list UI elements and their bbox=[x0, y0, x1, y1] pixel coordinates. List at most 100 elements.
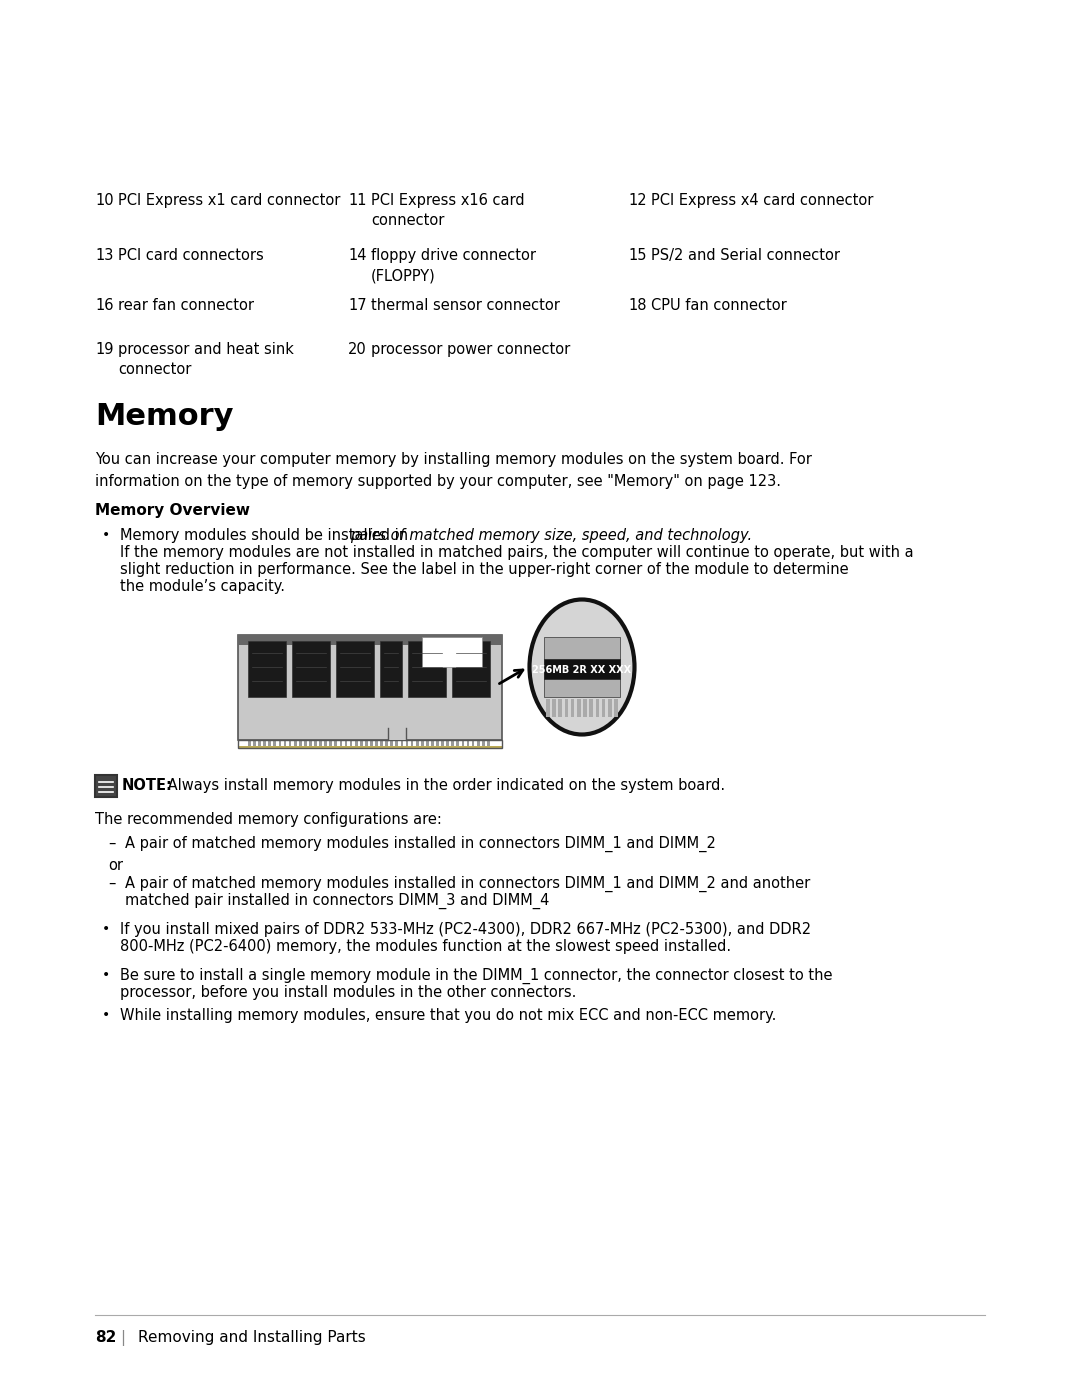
Bar bbox=[552, 698, 556, 717]
Bar bbox=[253, 740, 256, 747]
Text: NOTE:: NOTE: bbox=[122, 778, 173, 793]
Bar bbox=[422, 637, 482, 666]
Bar bbox=[451, 740, 454, 747]
Text: Memory Overview: Memory Overview bbox=[95, 503, 249, 518]
Text: 256MB 2R XX XXX: 256MB 2R XX XXX bbox=[532, 665, 632, 675]
Text: 17: 17 bbox=[348, 298, 366, 313]
Text: or: or bbox=[108, 858, 123, 873]
Bar bbox=[595, 698, 599, 717]
Text: A pair of matched memory modules installed in connectors DIMM_1 and DIMM_2: A pair of matched memory modules install… bbox=[125, 835, 716, 852]
Bar bbox=[238, 740, 502, 747]
Text: A pair of matched memory modules installed in connectors DIMM_1 and DIMM_2 and a: A pair of matched memory modules install… bbox=[125, 876, 810, 893]
Bar bbox=[380, 641, 402, 697]
Text: 18: 18 bbox=[627, 298, 647, 313]
Bar bbox=[345, 740, 348, 747]
Text: 19: 19 bbox=[95, 342, 113, 358]
Bar bbox=[482, 740, 485, 747]
Bar bbox=[487, 740, 489, 747]
Bar bbox=[284, 740, 286, 747]
Bar bbox=[350, 740, 352, 747]
Text: PS/2 and Serial connector: PS/2 and Serial connector bbox=[651, 249, 840, 263]
Text: processor and heat sink
connector: processor and heat sink connector bbox=[118, 342, 294, 377]
Bar bbox=[258, 740, 261, 747]
Bar bbox=[544, 659, 620, 679]
Text: 12: 12 bbox=[627, 193, 647, 208]
Bar bbox=[388, 728, 406, 740]
Text: PCI Express x4 card connector: PCI Express x4 card connector bbox=[651, 193, 874, 208]
Bar bbox=[292, 641, 330, 697]
Text: Memory: Memory bbox=[95, 402, 233, 432]
Bar bbox=[446, 740, 449, 747]
Text: If you install mixed pairs of DDR2 533-MHz (PC2-4300), DDR2 667-MHz (PC2-5300), : If you install mixed pairs of DDR2 533-M… bbox=[120, 922, 811, 937]
Bar bbox=[406, 740, 408, 747]
Bar bbox=[461, 740, 464, 747]
Bar bbox=[467, 740, 470, 747]
Bar bbox=[590, 698, 593, 717]
Text: processor power connector: processor power connector bbox=[372, 342, 570, 358]
Text: rear fan connector: rear fan connector bbox=[118, 298, 254, 313]
Text: Memory modules should be installed in: Memory modules should be installed in bbox=[120, 528, 413, 543]
Text: •: • bbox=[102, 968, 110, 982]
Text: |: | bbox=[120, 1330, 125, 1345]
Bar bbox=[329, 740, 333, 747]
Text: 14: 14 bbox=[348, 249, 366, 263]
Bar bbox=[335, 740, 337, 747]
Bar bbox=[401, 740, 403, 747]
Bar bbox=[273, 740, 276, 747]
Text: While installing memory modules, ensure that you do not mix ECC and non-ECC memo: While installing memory modules, ensure … bbox=[120, 1009, 777, 1023]
Bar bbox=[264, 740, 266, 747]
Bar bbox=[431, 740, 434, 747]
Text: 11: 11 bbox=[348, 193, 366, 208]
Bar bbox=[426, 740, 429, 747]
Bar bbox=[386, 740, 388, 747]
Bar bbox=[303, 740, 307, 747]
Bar bbox=[395, 740, 399, 747]
Text: •: • bbox=[102, 528, 110, 542]
Bar bbox=[436, 740, 438, 747]
Bar bbox=[544, 637, 620, 697]
Bar bbox=[583, 698, 586, 717]
Bar bbox=[472, 740, 474, 747]
Text: 13: 13 bbox=[95, 249, 113, 263]
Bar bbox=[238, 636, 502, 645]
Text: floppy drive connector
(FLOPPY): floppy drive connector (FLOPPY) bbox=[372, 249, 536, 284]
Text: thermal sensor connector: thermal sensor connector bbox=[372, 298, 559, 313]
Text: 16: 16 bbox=[95, 298, 113, 313]
Text: 15: 15 bbox=[627, 249, 647, 263]
Bar bbox=[476, 740, 480, 747]
Bar bbox=[279, 740, 281, 747]
Text: matched pair installed in connectors DIMM_3 and DIMM_4: matched pair installed in connectors DIM… bbox=[125, 893, 550, 909]
Text: 10: 10 bbox=[95, 193, 113, 208]
Bar bbox=[339, 740, 342, 747]
Bar bbox=[546, 698, 550, 717]
Text: PCI card connectors: PCI card connectors bbox=[118, 249, 264, 263]
Text: 800-MHz (PC2-6400) memory, the modules function at the slowest speed installed.: 800-MHz (PC2-6400) memory, the modules f… bbox=[120, 939, 731, 954]
Bar bbox=[294, 740, 297, 747]
Text: 82: 82 bbox=[95, 1330, 117, 1345]
Bar bbox=[441, 740, 444, 747]
Text: •: • bbox=[102, 922, 110, 936]
Bar bbox=[390, 740, 393, 747]
Bar bbox=[288, 740, 292, 747]
Ellipse shape bbox=[529, 599, 635, 735]
Text: –: – bbox=[108, 876, 116, 891]
Text: •: • bbox=[102, 1009, 110, 1023]
Text: PCI Express x16 card
connector: PCI Express x16 card connector bbox=[372, 193, 525, 228]
Text: pairs of matched memory size, speed, and technology.: pairs of matched memory size, speed, and… bbox=[350, 528, 752, 543]
Text: PCI Express x1 card connector: PCI Express x1 card connector bbox=[118, 193, 340, 208]
Bar bbox=[320, 740, 322, 747]
Bar bbox=[571, 698, 575, 717]
Bar bbox=[608, 698, 611, 717]
Bar bbox=[380, 740, 383, 747]
Bar bbox=[453, 641, 490, 697]
Text: If the memory modules are not installed in matched pairs, the computer will cont: If the memory modules are not installed … bbox=[120, 545, 914, 560]
Text: Removing and Installing Parts: Removing and Installing Parts bbox=[138, 1330, 366, 1345]
Bar bbox=[360, 740, 363, 747]
Bar bbox=[314, 740, 316, 747]
Text: the module’s capacity.: the module’s capacity. bbox=[120, 578, 285, 594]
Bar bbox=[565, 698, 568, 717]
Text: slight reduction in performance. See the label in the upper-right corner of the : slight reduction in performance. See the… bbox=[120, 562, 849, 577]
Bar bbox=[238, 636, 502, 740]
Bar bbox=[370, 740, 373, 747]
Bar bbox=[248, 641, 286, 697]
